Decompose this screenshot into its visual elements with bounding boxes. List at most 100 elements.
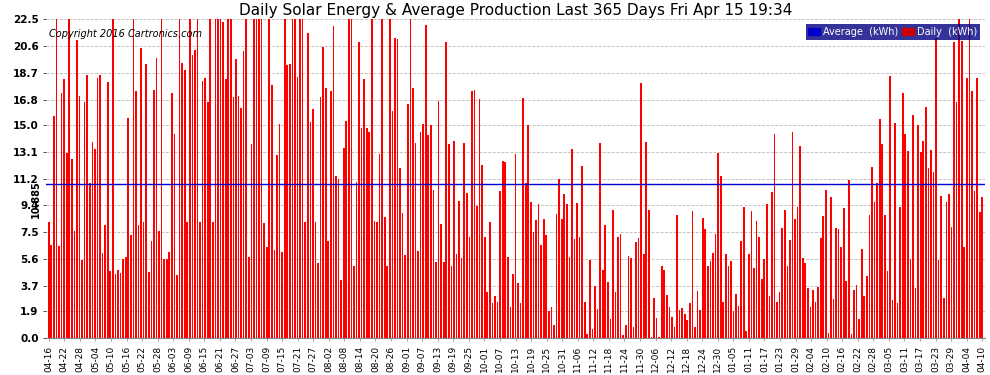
Bar bbox=[807, 288, 809, 338]
Bar bbox=[471, 92, 473, 338]
Bar bbox=[520, 303, 522, 338]
Bar bbox=[592, 329, 593, 338]
Bar bbox=[284, 19, 285, 338]
Bar bbox=[376, 222, 378, 338]
Bar bbox=[325, 88, 327, 338]
Bar bbox=[897, 303, 899, 338]
Bar bbox=[910, 259, 911, 338]
Bar bbox=[102, 254, 103, 338]
Bar bbox=[805, 263, 806, 338]
Bar bbox=[655, 318, 657, 338]
Bar bbox=[415, 143, 417, 338]
Bar bbox=[425, 24, 427, 338]
Bar bbox=[428, 135, 429, 338]
Bar bbox=[202, 81, 204, 338]
Bar bbox=[250, 144, 252, 338]
Bar bbox=[350, 19, 352, 338]
Bar bbox=[481, 165, 483, 338]
Bar bbox=[942, 298, 944, 338]
Bar bbox=[899, 207, 901, 338]
Bar bbox=[78, 96, 80, 338]
Bar bbox=[625, 324, 627, 338]
Bar bbox=[399, 168, 401, 338]
Bar bbox=[338, 179, 340, 338]
Bar bbox=[884, 215, 886, 338]
Bar bbox=[638, 238, 640, 338]
Legend: Average  (kWh), Daily  (kWh): Average (kWh), Daily (kWh) bbox=[806, 24, 980, 40]
Bar bbox=[823, 216, 824, 338]
Bar bbox=[197, 19, 198, 338]
Bar bbox=[981, 197, 983, 338]
Bar bbox=[225, 79, 227, 338]
Bar bbox=[266, 247, 267, 338]
Bar bbox=[189, 19, 191, 338]
Bar bbox=[802, 258, 804, 338]
Bar bbox=[825, 190, 827, 338]
Bar bbox=[94, 150, 96, 338]
Bar bbox=[881, 144, 883, 338]
Bar bbox=[979, 212, 980, 338]
Bar bbox=[755, 221, 757, 338]
Bar bbox=[492, 303, 493, 338]
Bar bbox=[771, 192, 773, 338]
Bar bbox=[605, 225, 606, 338]
Bar bbox=[230, 19, 232, 338]
Bar bbox=[673, 327, 675, 338]
Bar bbox=[271, 85, 272, 338]
Bar bbox=[310, 122, 311, 338]
Bar bbox=[548, 310, 549, 338]
Bar bbox=[820, 238, 822, 338]
Bar bbox=[971, 92, 973, 338]
Bar bbox=[615, 292, 617, 338]
Bar bbox=[353, 266, 354, 338]
Bar bbox=[336, 176, 337, 338]
Bar bbox=[302, 19, 304, 338]
Bar bbox=[871, 166, 873, 338]
Bar bbox=[853, 291, 854, 338]
Bar bbox=[297, 77, 298, 338]
Text: Copyright 2016 Cartronics.com: Copyright 2016 Cartronics.com bbox=[50, 28, 202, 39]
Bar bbox=[533, 232, 535, 338]
Bar bbox=[76, 40, 78, 338]
Bar bbox=[497, 302, 498, 338]
Bar bbox=[681, 308, 683, 338]
Bar bbox=[918, 125, 919, 338]
Bar bbox=[541, 245, 542, 338]
Bar bbox=[199, 222, 201, 338]
Bar bbox=[828, 333, 830, 338]
Bar bbox=[794, 219, 796, 338]
Bar bbox=[668, 307, 670, 338]
Bar bbox=[392, 111, 393, 338]
Bar bbox=[645, 142, 647, 338]
Bar bbox=[194, 50, 196, 338]
Bar bbox=[774, 134, 775, 338]
Bar bbox=[648, 210, 649, 338]
Bar bbox=[528, 125, 530, 338]
Bar bbox=[397, 39, 398, 338]
Bar bbox=[925, 107, 927, 338]
Bar bbox=[343, 148, 345, 338]
Bar bbox=[658, 337, 660, 338]
Bar bbox=[386, 266, 388, 338]
Bar bbox=[268, 19, 270, 338]
Bar bbox=[163, 259, 165, 338]
Bar bbox=[133, 19, 135, 338]
Bar bbox=[966, 78, 967, 338]
Bar bbox=[538, 204, 540, 338]
Bar bbox=[115, 274, 116, 338]
Bar bbox=[363, 79, 365, 338]
Bar bbox=[333, 27, 335, 338]
Bar bbox=[863, 297, 865, 338]
Bar bbox=[373, 221, 375, 338]
Bar bbox=[468, 237, 470, 338]
Bar bbox=[341, 280, 342, 338]
Bar bbox=[160, 19, 162, 338]
Bar bbox=[792, 132, 793, 338]
Bar bbox=[953, 42, 955, 338]
Bar bbox=[50, 245, 52, 338]
Bar bbox=[281, 252, 283, 338]
Bar bbox=[576, 203, 578, 338]
Bar bbox=[417, 251, 419, 338]
Bar bbox=[107, 82, 109, 338]
Bar bbox=[523, 98, 524, 338]
